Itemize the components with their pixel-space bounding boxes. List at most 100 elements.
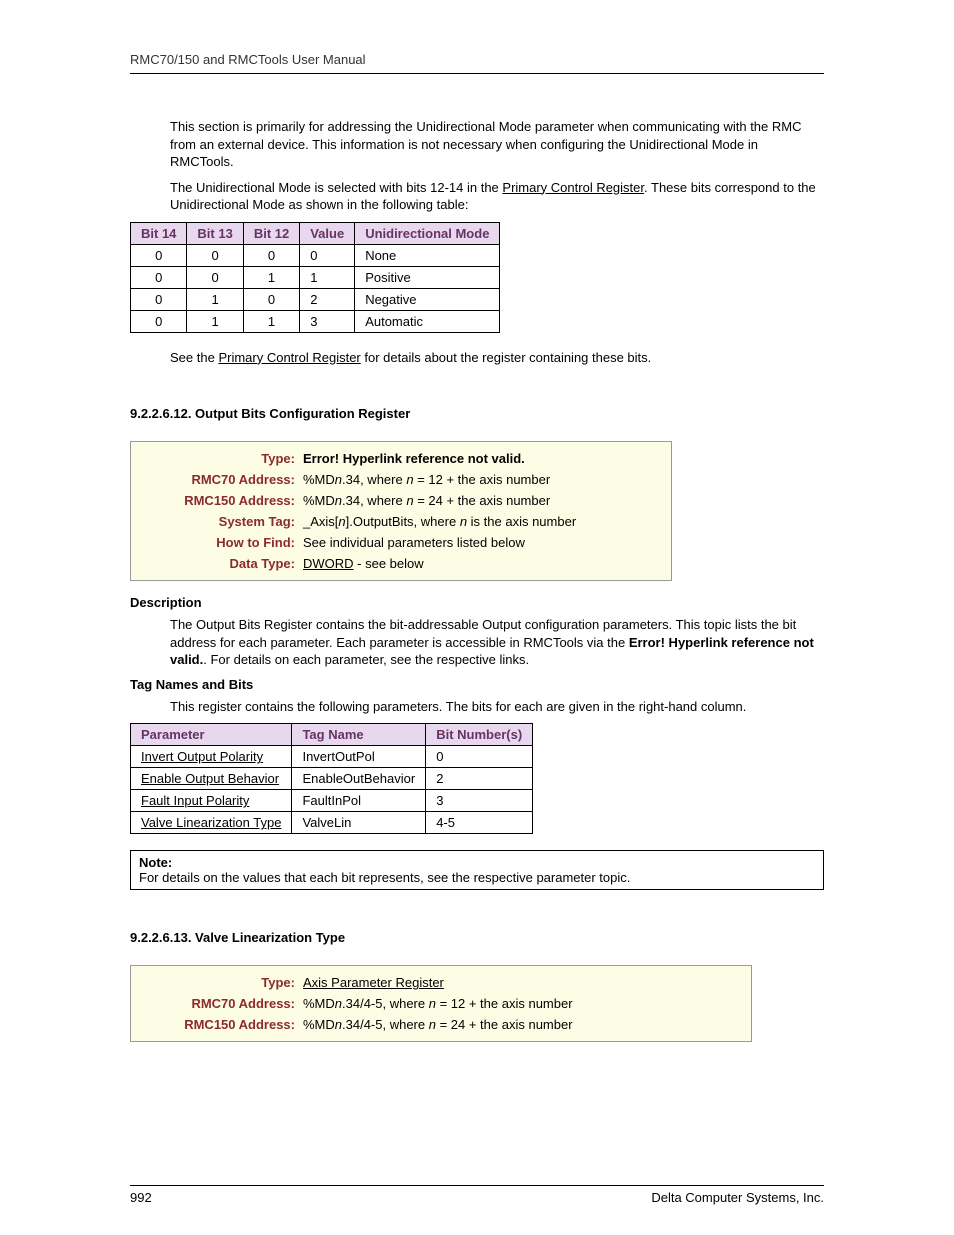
section-12-heading: 9.2.2.6.12. Output Bits Configuration Re…	[130, 406, 824, 421]
description-heading: Description	[130, 595, 824, 610]
label: System Tag:	[141, 511, 299, 532]
info-row-rmc70: RMC70 Address: %MDn.34/4-5, where n = 12…	[141, 993, 741, 1014]
tag-names-paragraph: This register contains the following par…	[170, 698, 824, 716]
table-row: 0 1 1 3 Automatic	[131, 310, 500, 332]
value: Axis Parameter Register	[299, 972, 741, 993]
text: n	[406, 472, 413, 487]
cell: Automatic	[355, 310, 500, 332]
note-body: For details on the values that each bit …	[139, 870, 630, 885]
cell: 1	[187, 310, 243, 332]
text: n	[335, 1017, 342, 1032]
value: _Axis[n].OutputBits, where n is the axis…	[299, 511, 661, 532]
text: = 12 + the axis number	[436, 996, 573, 1011]
cell: Enable Output Behavior	[131, 768, 292, 790]
info-row-type: Type: Error! Hyperlink reference not val…	[141, 448, 661, 469]
primary-control-register-link[interactable]: Primary Control Register	[218, 350, 360, 365]
cell: None	[355, 244, 500, 266]
cell: 0	[426, 746, 533, 768]
cell: 0	[131, 310, 187, 332]
table-row: Invert Output Polarity InvertOutPol 0	[131, 746, 533, 768]
text: %MD	[303, 996, 335, 1011]
cell: Negative	[355, 288, 500, 310]
value: See individual parameters listed below	[299, 532, 661, 553]
cell: 1	[300, 266, 355, 288]
label: RMC150 Address:	[141, 1014, 299, 1035]
see-also-paragraph: See the Primary Control Register for det…	[170, 349, 824, 367]
text: n	[429, 1017, 436, 1032]
intro-paragraph-1: This section is primarily for addressing…	[170, 118, 824, 171]
text: n	[429, 996, 436, 1011]
info-row-rmc70: RMC70 Address: %MDn.34, where n = 12 + t…	[141, 469, 661, 490]
text: .34/4-5, where	[342, 1017, 429, 1032]
cell: 2	[426, 768, 533, 790]
value: %MDn.34, where n = 12 + the axis number	[299, 469, 661, 490]
fault-input-polarity-link[interactable]: Fault Input Polarity	[141, 793, 249, 808]
section-13-infobox: Type: Axis Parameter Register RMC70 Addr…	[130, 965, 752, 1042]
table-row: Valve Linearization Type ValveLin 4-5	[131, 812, 533, 834]
text: .34/4-5, where	[342, 996, 429, 1011]
text: - see below	[354, 556, 424, 571]
cell: 3	[300, 310, 355, 332]
info-row-rmc150: RMC150 Address: %MDn.34, where n = 24 + …	[141, 490, 661, 511]
value: Error! Hyperlink reference not valid.	[299, 448, 661, 469]
description-paragraph: The Output Bits Register contains the bi…	[170, 616, 824, 669]
axis-parameter-register-link[interactable]: Axis Parameter Register	[303, 975, 444, 990]
primary-control-register-link[interactable]: Primary Control Register	[502, 180, 644, 195]
cell: Positive	[355, 266, 500, 288]
text: n	[406, 493, 413, 508]
text: is the axis number	[467, 514, 576, 529]
cell: InvertOutPol	[292, 746, 426, 768]
invert-output-polarity-link[interactable]: Invert Output Polarity	[141, 749, 263, 764]
enable-output-behavior-link[interactable]: Enable Output Behavior	[141, 771, 279, 786]
info-row-how-to-find: How to Find: See individual parameters l…	[141, 532, 661, 553]
cell: 1	[243, 266, 299, 288]
note-box: Note: For details on the values that eac…	[130, 850, 824, 890]
text: .34, where	[342, 493, 406, 508]
text: See the	[170, 350, 218, 365]
page: RMC70/150 and RMCTools User Manual This …	[0, 0, 954, 1235]
info-row-type: Type: Axis Parameter Register	[141, 972, 741, 993]
valve-linearization-type-link[interactable]: Valve Linearization Type	[141, 815, 281, 830]
page-header: RMC70/150 and RMCTools User Manual	[130, 52, 824, 74]
text: The Unidirectional Mode is selected with…	[170, 180, 502, 195]
col-bit13: Bit 13	[187, 222, 243, 244]
col-parameter: Parameter	[131, 724, 292, 746]
company-name: Delta Computer Systems, Inc.	[651, 1190, 824, 1205]
text: n	[335, 472, 342, 487]
value: %MDn.34/4-5, where n = 12 + the axis num…	[299, 993, 741, 1014]
table-row: Enable Output Behavior EnableOutBehavior…	[131, 768, 533, 790]
table-row: 0 0 1 1 Positive	[131, 266, 500, 288]
label: How to Find:	[141, 532, 299, 553]
table-row: 0 1 0 2 Negative	[131, 288, 500, 310]
cell: 2	[300, 288, 355, 310]
table-row: Fault Input Polarity FaultInPol 3	[131, 790, 533, 812]
label: RMC70 Address:	[141, 469, 299, 490]
label: Data Type:	[141, 553, 299, 574]
cell: 0	[187, 244, 243, 266]
bit-mode-table: Bit 14 Bit 13 Bit 12 Value Unidirectiona…	[130, 222, 500, 333]
value: %MDn.34/4-5, where n = 24 + the axis num…	[299, 1014, 741, 1035]
page-number: 992	[130, 1190, 152, 1205]
dword-link[interactable]: DWORD	[303, 556, 354, 571]
value: DWORD - see below	[299, 553, 661, 574]
label: Type:	[141, 972, 299, 993]
tag-names-heading: Tag Names and Bits	[130, 677, 824, 692]
cell: Fault Input Polarity	[131, 790, 292, 812]
table-header-row: Bit 14 Bit 13 Bit 12 Value Unidirectiona…	[131, 222, 500, 244]
col-tag-name: Tag Name	[292, 724, 426, 746]
section-12-infobox: Type: Error! Hyperlink reference not val…	[130, 441, 672, 581]
page-footer: 992 Delta Computer Systems, Inc.	[130, 1185, 824, 1205]
col-bit12: Bit 12	[243, 222, 299, 244]
label: RMC70 Address:	[141, 993, 299, 1014]
text: ].OutputBits, where	[346, 514, 460, 529]
text: %MD	[303, 472, 335, 487]
cell: 0	[187, 266, 243, 288]
text: n	[338, 514, 345, 529]
text: for details about the register containin…	[361, 350, 652, 365]
cell: 3	[426, 790, 533, 812]
text: .34, where	[342, 472, 406, 487]
col-bit-numbers: Bit Number(s)	[426, 724, 533, 746]
intro-paragraph-2: The Unidirectional Mode is selected with…	[170, 179, 824, 214]
cell: 0	[131, 288, 187, 310]
text: = 12 + the axis number	[414, 472, 551, 487]
